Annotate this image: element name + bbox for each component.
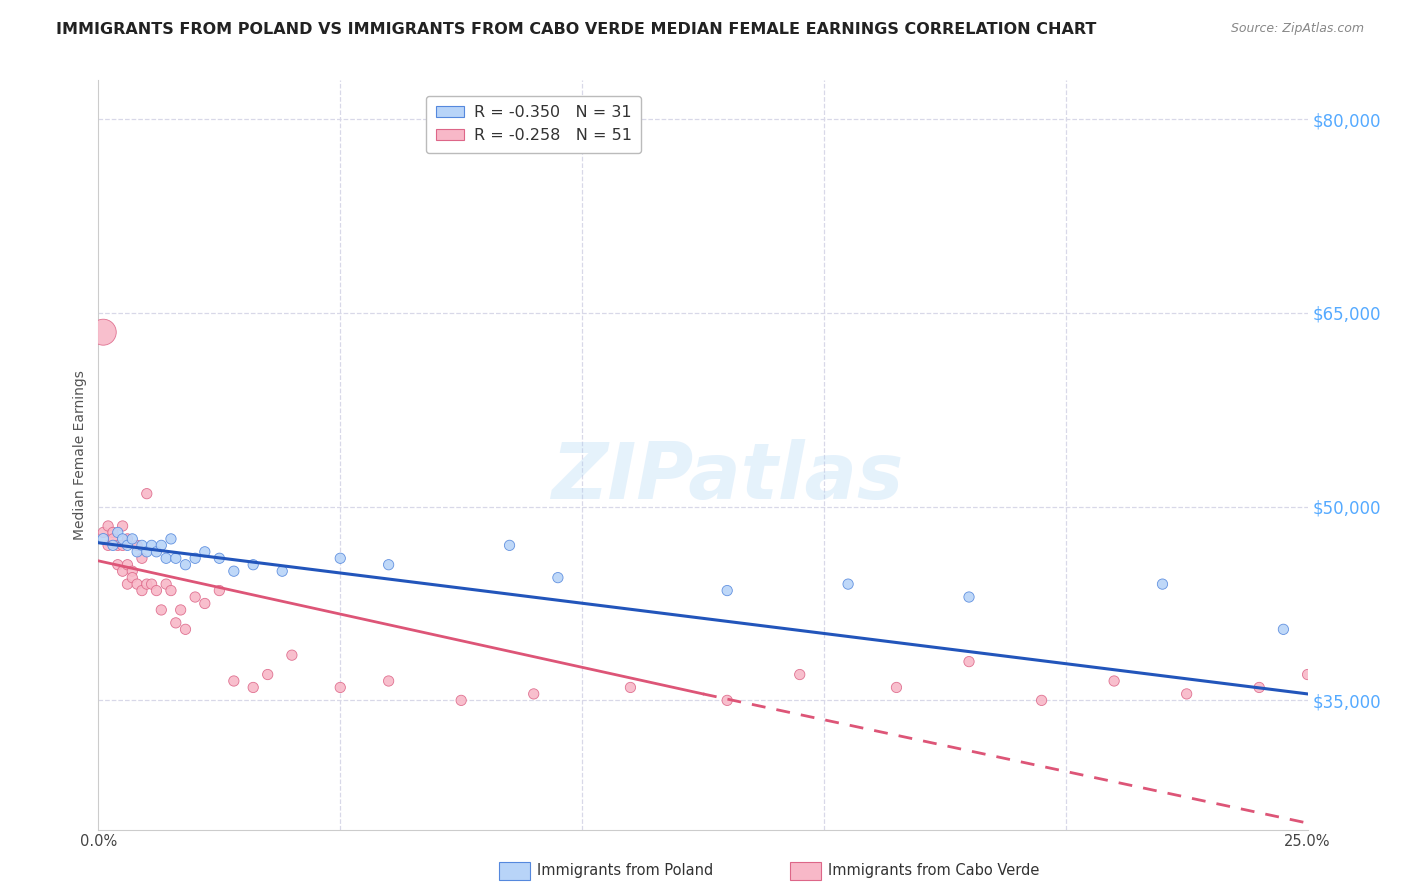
Point <box>498 538 520 552</box>
Point <box>91 525 114 540</box>
Point <box>160 532 183 546</box>
Point <box>271 564 294 578</box>
Point <box>184 551 207 566</box>
Point <box>377 673 399 688</box>
Text: Immigrants from Cabo Verde: Immigrants from Cabo Verde <box>828 863 1039 878</box>
Point <box>194 545 217 559</box>
Point <box>117 532 139 546</box>
Y-axis label: Median Female Earnings: Median Female Earnings <box>73 370 87 540</box>
Point <box>1152 577 1174 591</box>
Point <box>121 571 143 585</box>
Point <box>169 603 191 617</box>
Point <box>1249 681 1271 695</box>
Point <box>155 551 177 566</box>
Point <box>127 545 149 559</box>
Point <box>837 577 859 591</box>
Point <box>281 648 304 662</box>
Text: Source: ZipAtlas.com: Source: ZipAtlas.com <box>1230 22 1364 36</box>
Point <box>1102 673 1125 688</box>
Point <box>117 538 139 552</box>
Point <box>1272 623 1295 637</box>
Text: ZIPatlas: ZIPatlas <box>551 440 903 516</box>
Point <box>957 590 980 604</box>
Point <box>155 577 177 591</box>
Text: Immigrants from Poland: Immigrants from Poland <box>537 863 713 878</box>
Point <box>111 519 134 533</box>
Legend: R = -0.350   N = 31, R = -0.258   N = 51: R = -0.350 N = 31, R = -0.258 N = 51 <box>426 95 641 153</box>
Point <box>127 538 149 552</box>
Point <box>111 532 134 546</box>
Point <box>222 673 245 688</box>
Point <box>131 551 153 566</box>
Point <box>208 551 231 566</box>
Point <box>131 583 153 598</box>
Point <box>716 583 738 598</box>
Point <box>256 667 278 681</box>
Point <box>547 571 569 585</box>
Point <box>135 577 157 591</box>
Point <box>107 525 129 540</box>
Point <box>131 538 153 552</box>
Point <box>165 615 187 630</box>
Point <box>145 545 167 559</box>
Point <box>789 667 811 681</box>
Point <box>619 681 641 695</box>
Point <box>716 693 738 707</box>
Point <box>150 603 173 617</box>
Point <box>377 558 399 572</box>
Point <box>523 687 546 701</box>
Point <box>97 538 120 552</box>
Text: IMMIGRANTS FROM POLAND VS IMMIGRANTS FROM CABO VERDE MEDIAN FEMALE EARNINGS CORR: IMMIGRANTS FROM POLAND VS IMMIGRANTS FRO… <box>56 22 1097 37</box>
Point <box>121 532 143 546</box>
Point <box>135 486 157 500</box>
Point <box>242 558 264 572</box>
Point <box>135 545 157 559</box>
Point <box>329 681 352 695</box>
Point <box>1031 693 1053 707</box>
Point <box>184 590 207 604</box>
Point <box>886 681 908 695</box>
Point <box>242 681 264 695</box>
Point <box>101 525 124 540</box>
Point <box>97 519 120 533</box>
Point <box>107 538 129 552</box>
Point <box>127 577 149 591</box>
Point <box>174 623 197 637</box>
Point <box>91 325 114 339</box>
Point <box>111 538 134 552</box>
Point <box>111 564 134 578</box>
Point <box>222 564 245 578</box>
Point <box>141 577 163 591</box>
Point <box>145 583 167 598</box>
Point <box>194 597 217 611</box>
Point <box>150 538 173 552</box>
Point <box>208 583 231 598</box>
Point <box>121 564 143 578</box>
Point <box>174 558 197 572</box>
Point <box>329 551 352 566</box>
Point <box>1296 667 1319 681</box>
Point <box>957 655 980 669</box>
Point <box>160 583 183 598</box>
Point <box>91 532 114 546</box>
Point <box>117 558 139 572</box>
Point <box>107 558 129 572</box>
Point <box>141 538 163 552</box>
Point <box>1175 687 1198 701</box>
Point <box>101 538 124 552</box>
Point <box>101 532 124 546</box>
Point <box>450 693 472 707</box>
Point <box>165 551 187 566</box>
Point <box>117 577 139 591</box>
